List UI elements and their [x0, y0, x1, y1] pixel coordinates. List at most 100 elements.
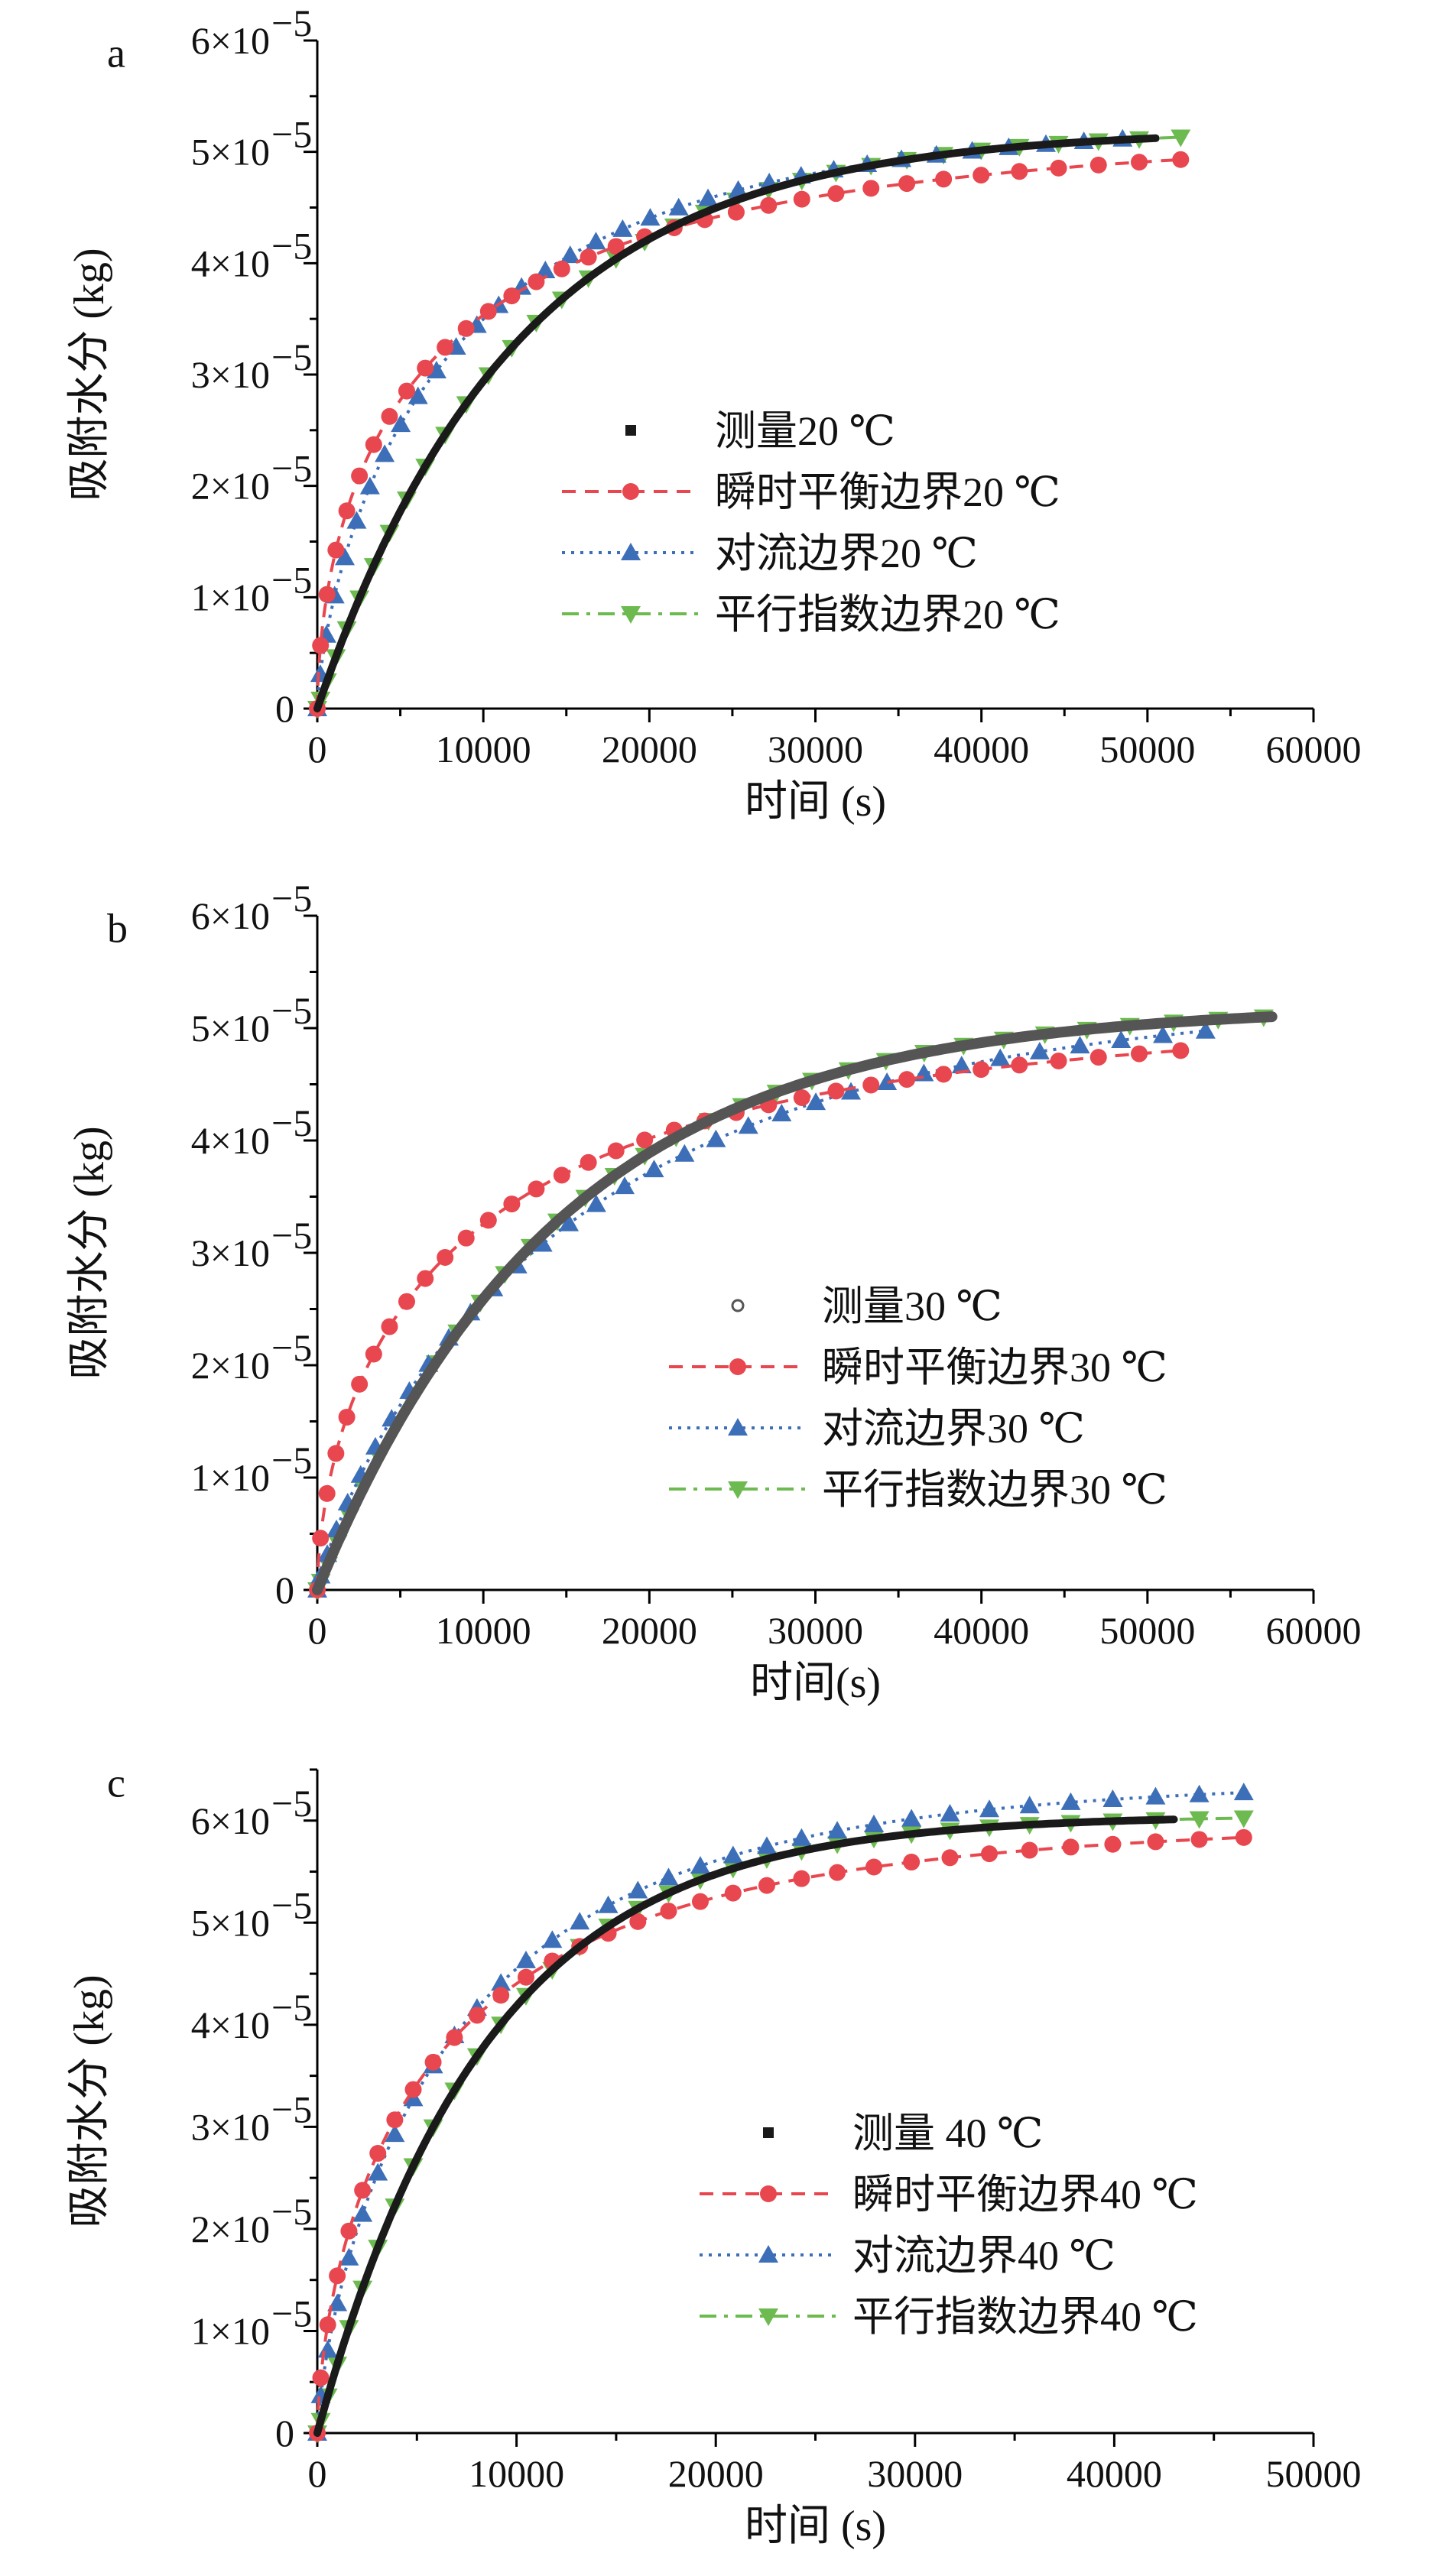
data-point-instant — [398, 1293, 415, 1310]
data-point-instant — [479, 1212, 497, 1229]
data-point-convective — [560, 245, 580, 264]
panel-letter: b — [107, 905, 128, 951]
data-point-instant — [829, 1864, 846, 1881]
legend-label: 测量20 ℃ — [715, 408, 895, 454]
data-point-instant — [424, 2053, 442, 2071]
data-point-instant — [1147, 1833, 1164, 1851]
data-point-parallel — [1171, 129, 1191, 148]
data-point-convective — [491, 1973, 511, 1991]
y-axis-title: 吸附水分 (kg) — [66, 1974, 113, 2227]
legend: 测量 40 ℃ 瞬时平衡边界40 ℃ 对流边界40 ℃ 平行指数边界40 ℃ — [700, 2110, 1198, 2340]
legend-label: 对流边界20 ℃ — [715, 530, 978, 576]
data-point-instant — [935, 1066, 953, 1083]
data-point-instant — [365, 1345, 382, 1363]
data-point-instant — [329, 2267, 346, 2285]
y-tick-label: 6×10 — [191, 19, 270, 62]
data-point-convective — [1189, 1784, 1210, 1802]
data-point-convective — [668, 197, 689, 216]
data-point-convective — [1111, 1030, 1132, 1048]
y-tick-label: 2×10 — [191, 2208, 270, 2250]
series-line-convective — [316, 1791, 1244, 2434]
data-point-instant — [903, 1854, 921, 1871]
y-tick-label: 6×10 — [191, 894, 270, 937]
data-point-convective — [570, 1912, 590, 1930]
data-point-instant — [312, 637, 330, 654]
data-point-convective — [339, 2247, 359, 2266]
legend-marker — [758, 2308, 778, 2326]
data-point-convective — [640, 208, 661, 226]
legend-label: 瞬时平衡边界40 ℃ — [852, 2172, 1198, 2218]
legend: 测量30 ℃ 瞬时平衡边界30 ℃ 对流边界30 ℃ 平行指数边界30 ℃ — [669, 1283, 1167, 1513]
y-tick-exponent: −5 — [271, 877, 312, 920]
x-tick-label: 60000 — [1266, 1609, 1362, 1652]
y-tick-exponent: −5 — [271, 224, 312, 267]
data-point-instant — [793, 190, 810, 208]
legend-item-measured: 测量20 ℃ — [625, 408, 895, 454]
data-point-instant — [365, 436, 382, 453]
data-point-instant — [354, 2182, 372, 2199]
y-tick-label: 1×10 — [191, 576, 270, 618]
data-point-convective — [901, 1809, 922, 1827]
data-point-convective — [1102, 1789, 1123, 1808]
data-point-instant — [760, 196, 778, 214]
y-tick-exponent: −5 — [271, 1883, 312, 1926]
data-point-instant — [758, 1877, 775, 1894]
data-point-instant — [503, 1196, 521, 1213]
data-point-instant — [980, 1845, 998, 1863]
data-point-convective — [791, 1828, 812, 1846]
data-point-instant — [1131, 1045, 1148, 1063]
data-point-instant — [580, 248, 597, 266]
data-point-instant — [398, 382, 415, 400]
data-point-convective — [1195, 1020, 1216, 1039]
y-tick-label: 4×10 — [191, 1119, 270, 1162]
legend-item-instant: 瞬时平衡边界40 ℃ — [700, 2172, 1198, 2218]
x-tick-label: 60000 — [1266, 728, 1362, 771]
data-point-convective — [352, 2204, 373, 2222]
series-line-measured — [313, 1815, 1178, 2437]
legend-item-instant: 瞬时平衡边界30 ℃ — [669, 1345, 1167, 1390]
legend-marker — [729, 1358, 746, 1375]
data-point-instant — [318, 1484, 336, 1502]
data-point-convective — [722, 1845, 743, 1864]
data-point-convective — [612, 219, 633, 237]
data-point-parallel — [1233, 1810, 1254, 1828]
y-tick-exponent: −5 — [271, 2088, 312, 2130]
y-tick-exponent: −5 — [271, 447, 312, 490]
x-tick-label: 50000 — [1099, 1609, 1195, 1652]
x-tick-label: 10000 — [436, 1609, 531, 1652]
legend-marker — [625, 425, 636, 436]
data-point-instant — [1021, 1841, 1038, 1859]
data-point-convective — [368, 2162, 388, 2181]
data-point-convective — [535, 260, 556, 278]
series-instant — [309, 1042, 1190, 1598]
y-tick-label: 1×10 — [191, 2309, 270, 2352]
x-axis-title: 时间(s) — [750, 1659, 881, 1707]
x-tick-label: 30000 — [768, 728, 863, 771]
data-point-instant — [1131, 154, 1148, 171]
series-measured — [312, 1011, 1278, 1595]
series-line-measured — [313, 134, 1160, 712]
x-tick-label: 20000 — [602, 728, 697, 771]
data-point-convective — [1145, 1786, 1166, 1805]
x-tick-label: 50000 — [1266, 2452, 1362, 2495]
data-point-instant — [1089, 156, 1107, 174]
data-point-instant — [312, 2369, 330, 2386]
x-tick-label: 20000 — [602, 1609, 697, 1652]
data-point-instant — [528, 273, 545, 290]
data-point-instant — [1172, 151, 1190, 168]
data-point-instant — [312, 1530, 330, 1547]
legend-marker — [728, 1481, 748, 1499]
y-tick-label: 5×10 — [191, 131, 270, 174]
legend-label: 瞬时平衡边界20 ℃ — [715, 469, 1060, 515]
x-tick-label: 20000 — [668, 2452, 764, 2495]
y-tick-label: 3×10 — [191, 353, 270, 396]
data-point-convective — [1019, 1796, 1040, 1814]
data-point-instant — [553, 1166, 570, 1184]
data-point-instant — [1190, 1831, 1208, 1848]
legend-marker — [622, 483, 639, 500]
y-tick-exponent: −5 — [271, 1214, 312, 1257]
legend-label: 瞬时平衡边界30 ℃ — [822, 1345, 1167, 1390]
data-point-instant — [503, 287, 521, 305]
